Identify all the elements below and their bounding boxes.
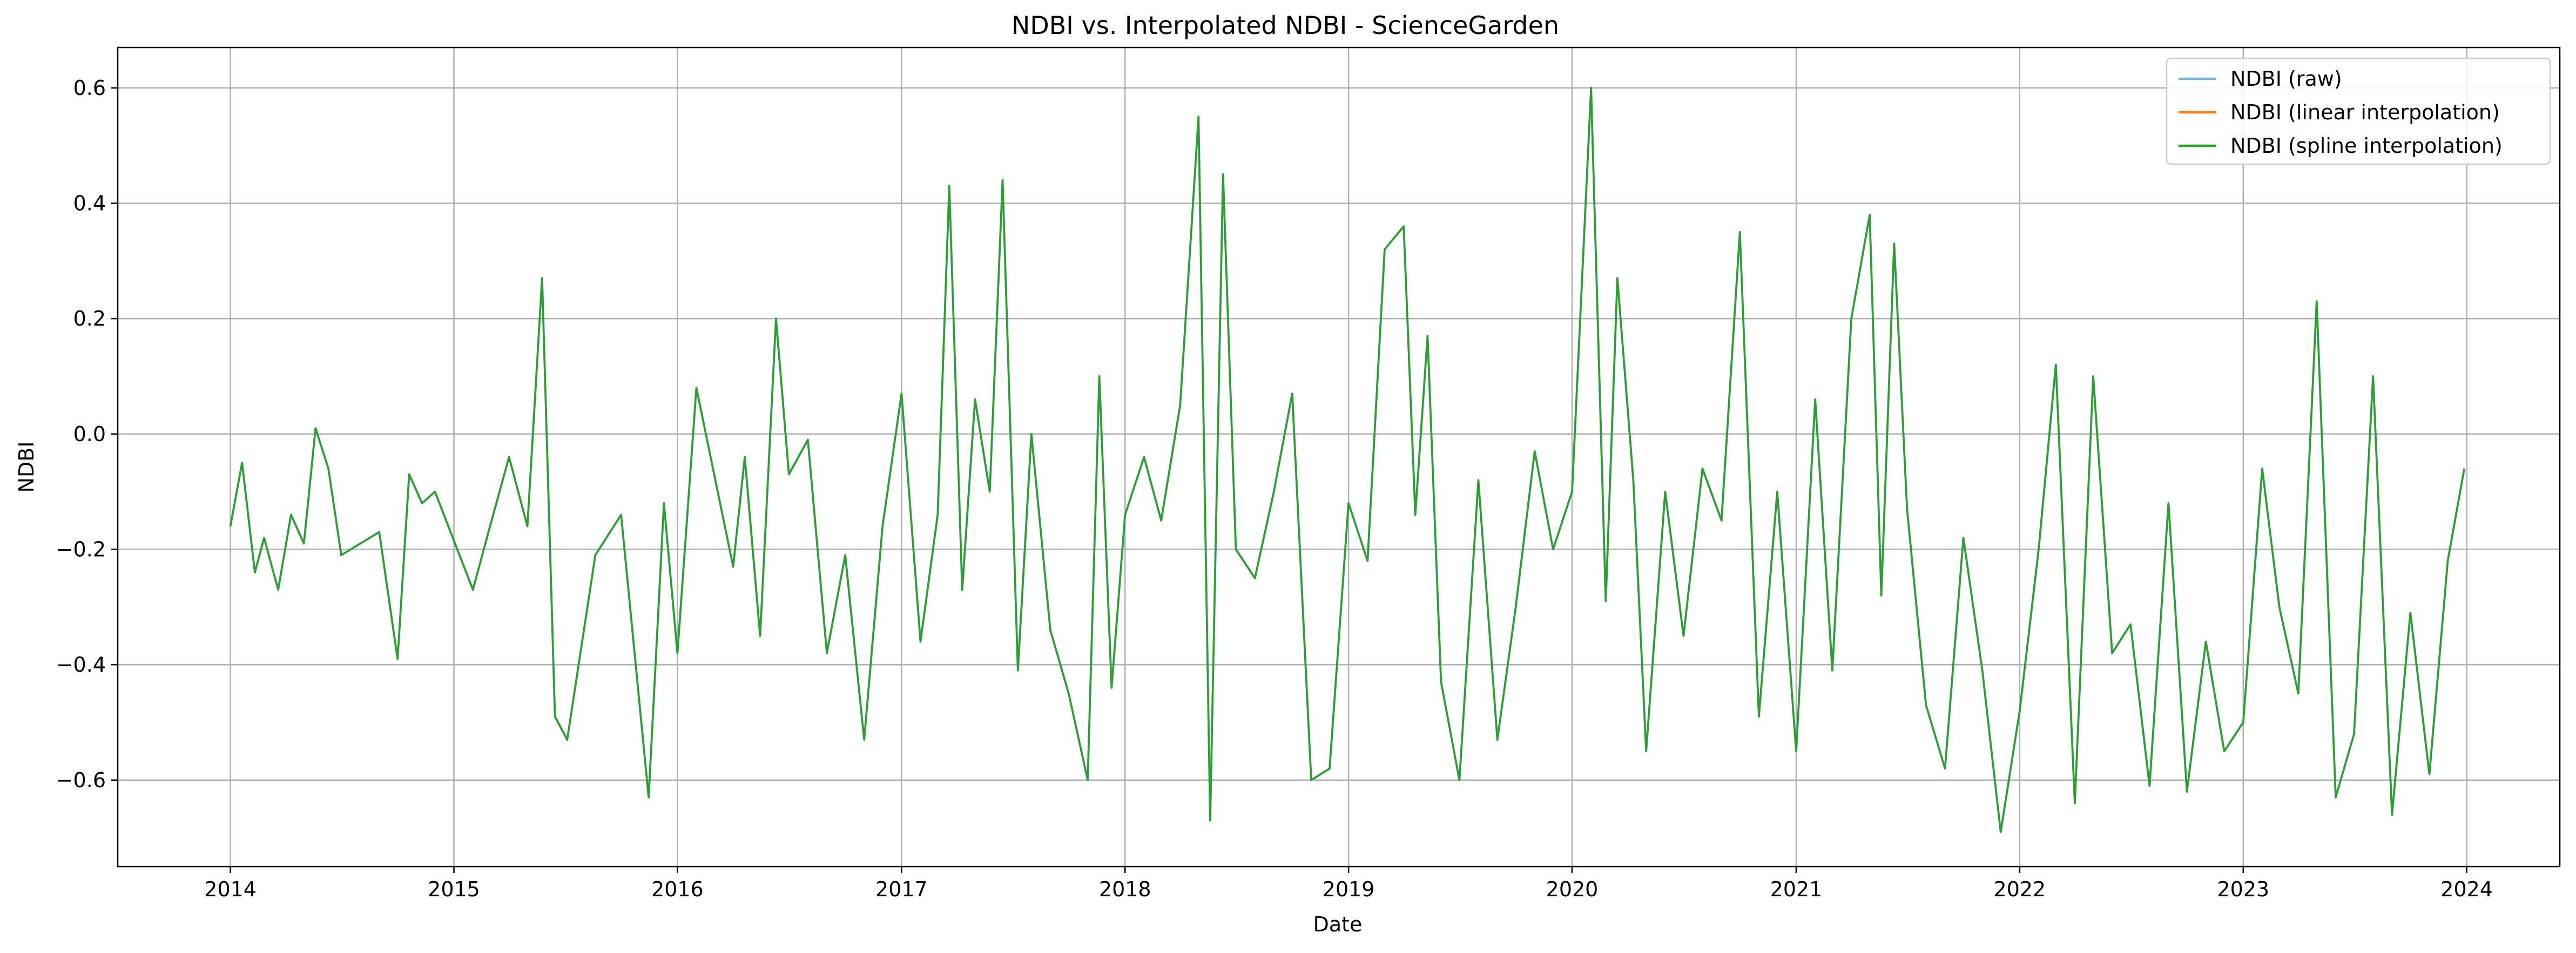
legend-label-linear: NDBI (linear interpolation) bbox=[2230, 100, 2500, 124]
y-tick-label: 0.4 bbox=[73, 191, 106, 215]
x-tick-label: 2022 bbox=[1994, 877, 2046, 901]
y-axis-label: NDBI bbox=[15, 442, 38, 493]
y-tick-label: 0.0 bbox=[73, 422, 106, 446]
x-tick-label: 2021 bbox=[1770, 877, 1823, 901]
x-tick-label: 2014 bbox=[204, 877, 257, 901]
x-axis-label: Date bbox=[1313, 913, 1363, 936]
x-tick-label: 2019 bbox=[1323, 877, 1375, 901]
legend-label-spline: NDBI (spline interpolation) bbox=[2230, 134, 2503, 158]
series-line-spline bbox=[229, 87, 2465, 833]
y-tick-label: −0.2 bbox=[56, 537, 106, 561]
y-tick-label: 0.2 bbox=[73, 307, 106, 330]
legend-box bbox=[2166, 57, 2551, 165]
series-lines bbox=[229, 86, 2466, 833]
x-tick-label: 2024 bbox=[2440, 877, 2493, 901]
x-tick-label: 2020 bbox=[1546, 877, 1599, 901]
y-axis-ticks: −0.6 −0.4 −0.2 0.0 0.2 0.4 0.6 bbox=[56, 76, 118, 792]
legend: NDBI (raw) NDBI (linear interpolation) NDB… bbox=[2166, 57, 2551, 165]
plot-frame bbox=[117, 46, 2561, 868]
x-tick-label: 2015 bbox=[428, 877, 480, 901]
x-tick-label: 2016 bbox=[651, 877, 704, 901]
y-tick-label: −0.6 bbox=[56, 768, 106, 792]
y-tick-label: 0.6 bbox=[73, 76, 106, 100]
y-tick-label: −0.4 bbox=[56, 653, 106, 677]
legend-label-raw: NDBI (raw) bbox=[2230, 67, 2342, 91]
x-axis-ticks: 2014 2015 2016 2017 2018 2019 2020 2021 2022 2023… bbox=[204, 867, 2493, 901]
chart-title: NDBI vs. Interpolated NDBI - ScienceGard… bbox=[1011, 11, 1559, 40]
x-tick-label: 2018 bbox=[1099, 877, 1151, 901]
gridlines bbox=[118, 48, 2560, 867]
x-tick-label: 2017 bbox=[875, 877, 928, 901]
x-tick-label: 2023 bbox=[2217, 877, 2269, 901]
